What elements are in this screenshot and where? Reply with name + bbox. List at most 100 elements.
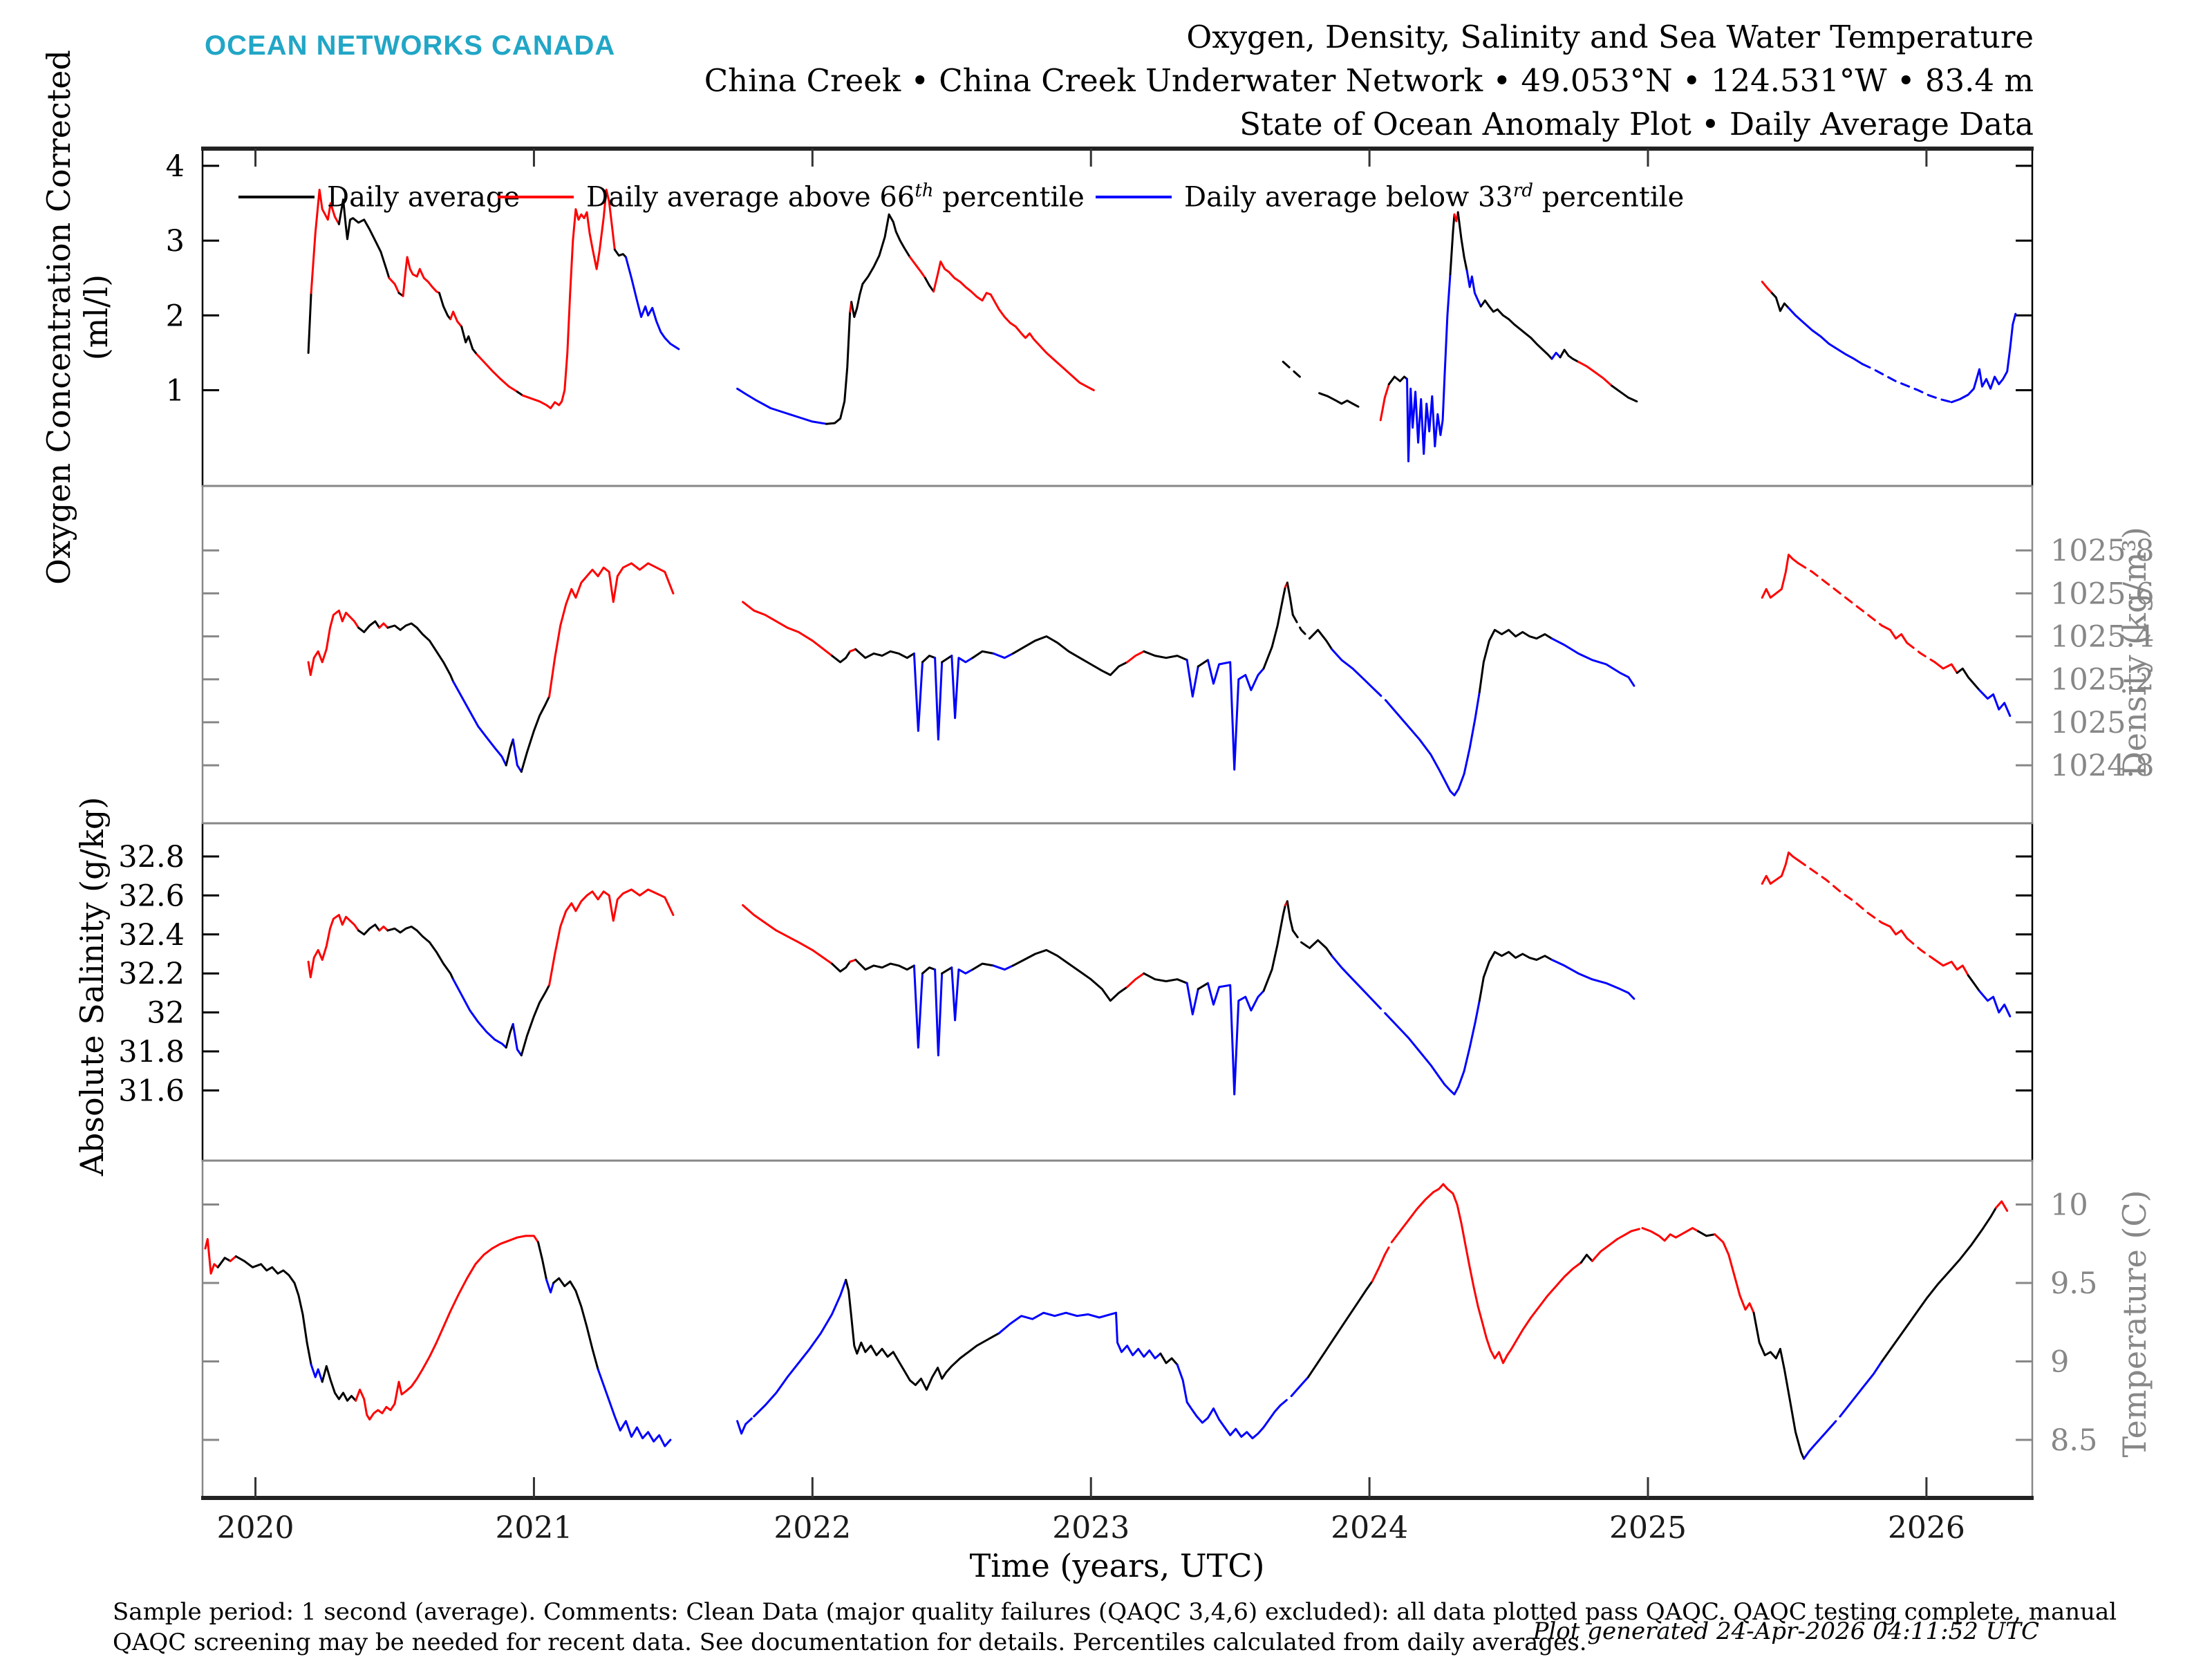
data-segment-oxygen-k bbox=[1559, 348, 1580, 363]
data-segment-oxygen-k bbox=[1770, 292, 1790, 312]
data-segment-oxygen-b bbox=[624, 256, 680, 350]
y-tick-label-density: 1025.4 bbox=[2050, 620, 2154, 655]
legend-label-above-66th: Daily average above 66 bbox=[586, 181, 915, 214]
y-tick-label-salinity: 31.8 bbox=[118, 1035, 185, 1069]
data-segment-oxygen-k bbox=[924, 276, 935, 293]
x-tick-label: 2023 bbox=[1052, 1510, 1130, 1546]
panel-frame-density bbox=[201, 485, 2034, 825]
data-segment-oxygen-r bbox=[1379, 383, 1390, 422]
data-segment-salinity-r bbox=[307, 914, 360, 979]
data-segment-density-b bbox=[1385, 691, 1481, 797]
data-segment-temperature-r bbox=[229, 1255, 237, 1262]
series-group-oxygen bbox=[307, 189, 2017, 462]
data-segment-oxygen-r bbox=[1577, 360, 1613, 387]
data-segment-density-k bbox=[1309, 628, 1333, 650]
data-segment-density-k bbox=[921, 655, 937, 664]
caption-line-2: QAQC screening may be needed for recent … bbox=[113, 1629, 1587, 1656]
data-segment-salinity-r bbox=[548, 888, 675, 986]
data-segment-temperature-r bbox=[1383, 1241, 1393, 1256]
data-segment-oxygen-b bbox=[736, 387, 827, 425]
data-segment-salinity-k bbox=[1309, 939, 1333, 957]
data-segment-density-k bbox=[1291, 614, 1311, 640]
data-segment-density-k bbox=[1262, 585, 1286, 670]
data-segment-density-k bbox=[1956, 667, 1980, 691]
data-segment-oxygen-r bbox=[402, 256, 440, 297]
data-segment-salinity-k bbox=[971, 962, 995, 971]
data-segment-oxygen-r bbox=[932, 260, 1095, 391]
data-segment-density-r bbox=[1797, 562, 1883, 627]
data-segment-salinity-k bbox=[831, 960, 852, 973]
data-segment-oxygen-b bbox=[1950, 312, 2017, 404]
data-segment-oxygen-k bbox=[825, 310, 852, 425]
data-segment-temperature-r bbox=[1390, 1183, 1582, 1365]
data-segment-salinity-b bbox=[1331, 955, 1376, 1004]
y-tick-label-density: 1025.6 bbox=[2050, 577, 2154, 611]
x-tick-label: 2025 bbox=[1609, 1510, 1687, 1546]
data-segment-salinity-k bbox=[1286, 900, 1294, 932]
data-segment-oxygen-b bbox=[1465, 269, 1482, 308]
title-line-1: Oxygen, Density, Salinity and Sea Water … bbox=[1186, 19, 2034, 55]
data-segment-salinity-b bbox=[912, 964, 924, 1049]
data-segment-temperature-k bbox=[552, 1277, 599, 1371]
data-segment-density-b bbox=[512, 738, 523, 773]
data-segment-salinity-b bbox=[1206, 982, 1265, 1096]
data-segment-oxygen-k bbox=[1318, 392, 1360, 408]
plot-title-block: Oxygen, Density, Salinity and Sea Water … bbox=[704, 15, 2034, 146]
data-segment-oxygen-k bbox=[850, 213, 911, 318]
data-segment-density-b bbox=[1550, 637, 1635, 687]
density-axis-label: Density (kg/m³) bbox=[2116, 527, 2153, 777]
data-segment-density-r bbox=[1761, 554, 1800, 599]
legend-entry-below-33rd: Daily average below 33rd percentile bbox=[1096, 180, 1684, 214]
data-segment-temperature-b bbox=[997, 1311, 1117, 1335]
data-segment-temperature-b bbox=[310, 1363, 324, 1383]
data-segment-oxygen-k bbox=[516, 391, 524, 397]
y-tick-label-density: 1025.8 bbox=[2050, 534, 2154, 568]
data-segment-temperature-r bbox=[204, 1238, 219, 1275]
data-segment-oxygen-r bbox=[476, 353, 518, 393]
plot-generated-timestamp: Plot generated 24-Apr-2026 04:11:52 UTC bbox=[1533, 1618, 2039, 1645]
data-segment-salinity-r bbox=[378, 926, 389, 932]
data-segment-salinity-b bbox=[992, 964, 1014, 971]
data-segment-salinity-b bbox=[1978, 990, 2012, 1018]
data-segment-density-k bbox=[1197, 659, 1209, 668]
data-segment-salinity-k bbox=[854, 959, 915, 971]
data-segment-oxygen-k bbox=[1611, 384, 1638, 403]
data-segment-temperature-r bbox=[355, 1235, 539, 1421]
data-segment-temperature-k bbox=[1697, 1230, 1716, 1237]
y-tick-label-density: 1025 bbox=[2050, 706, 2126, 740]
x-tick-label: 2021 bbox=[495, 1510, 572, 1546]
y-tick-label-salinity: 32.6 bbox=[118, 879, 185, 913]
data-segment-density-b bbox=[1978, 688, 2012, 718]
y-tick-label-oxygen: 1 bbox=[166, 373, 185, 408]
series-group-temperature bbox=[204, 1183, 2009, 1460]
data-segment-oxygen-b bbox=[1861, 363, 1953, 404]
data-segment-salinity-r bbox=[1761, 851, 1800, 885]
x-tick-label: 2020 bbox=[217, 1510, 294, 1546]
data-segment-salinity-k bbox=[386, 926, 455, 981]
data-segment-temperature-r bbox=[1371, 1253, 1386, 1283]
data-segment-oxygen-k bbox=[1282, 360, 1301, 378]
data-segment-salinity-b bbox=[950, 966, 974, 1022]
data-segment-temperature-b bbox=[1115, 1311, 1162, 1360]
data-segment-density-k bbox=[831, 650, 852, 664]
data-segment-temperature-k bbox=[1752, 1311, 1806, 1460]
data-segment-salinity-r bbox=[742, 904, 833, 965]
legend-entry-above-66th: Daily average above 66th percentile bbox=[498, 180, 1085, 214]
data-segment-oxygen-k bbox=[337, 198, 391, 279]
data-segment-density-r bbox=[1126, 650, 1145, 664]
data-segment-density-r bbox=[1880, 624, 1909, 644]
y-tick-label-density: 1025.2 bbox=[2050, 663, 2154, 697]
data-segment-salinity-k bbox=[1967, 974, 1980, 993]
data-segment-temperature-k bbox=[1580, 1253, 1593, 1264]
data-segment-salinity-k bbox=[921, 966, 937, 975]
data-segment-density-k bbox=[854, 648, 915, 659]
data-segment-salinity-k bbox=[1143, 972, 1188, 984]
data-segment-density-k bbox=[1143, 650, 1188, 662]
legend-label-below-33rd: Daily average below 33 bbox=[1184, 181, 1513, 214]
data-segment-temperature-r bbox=[1641, 1227, 1699, 1242]
data-segment-temperature-b bbox=[753, 1279, 847, 1418]
data-segment-temperature-b bbox=[1176, 1363, 1282, 1440]
y-tick-label-salinity: 32.2 bbox=[118, 957, 185, 991]
x-tick-label: 2022 bbox=[774, 1510, 851, 1546]
